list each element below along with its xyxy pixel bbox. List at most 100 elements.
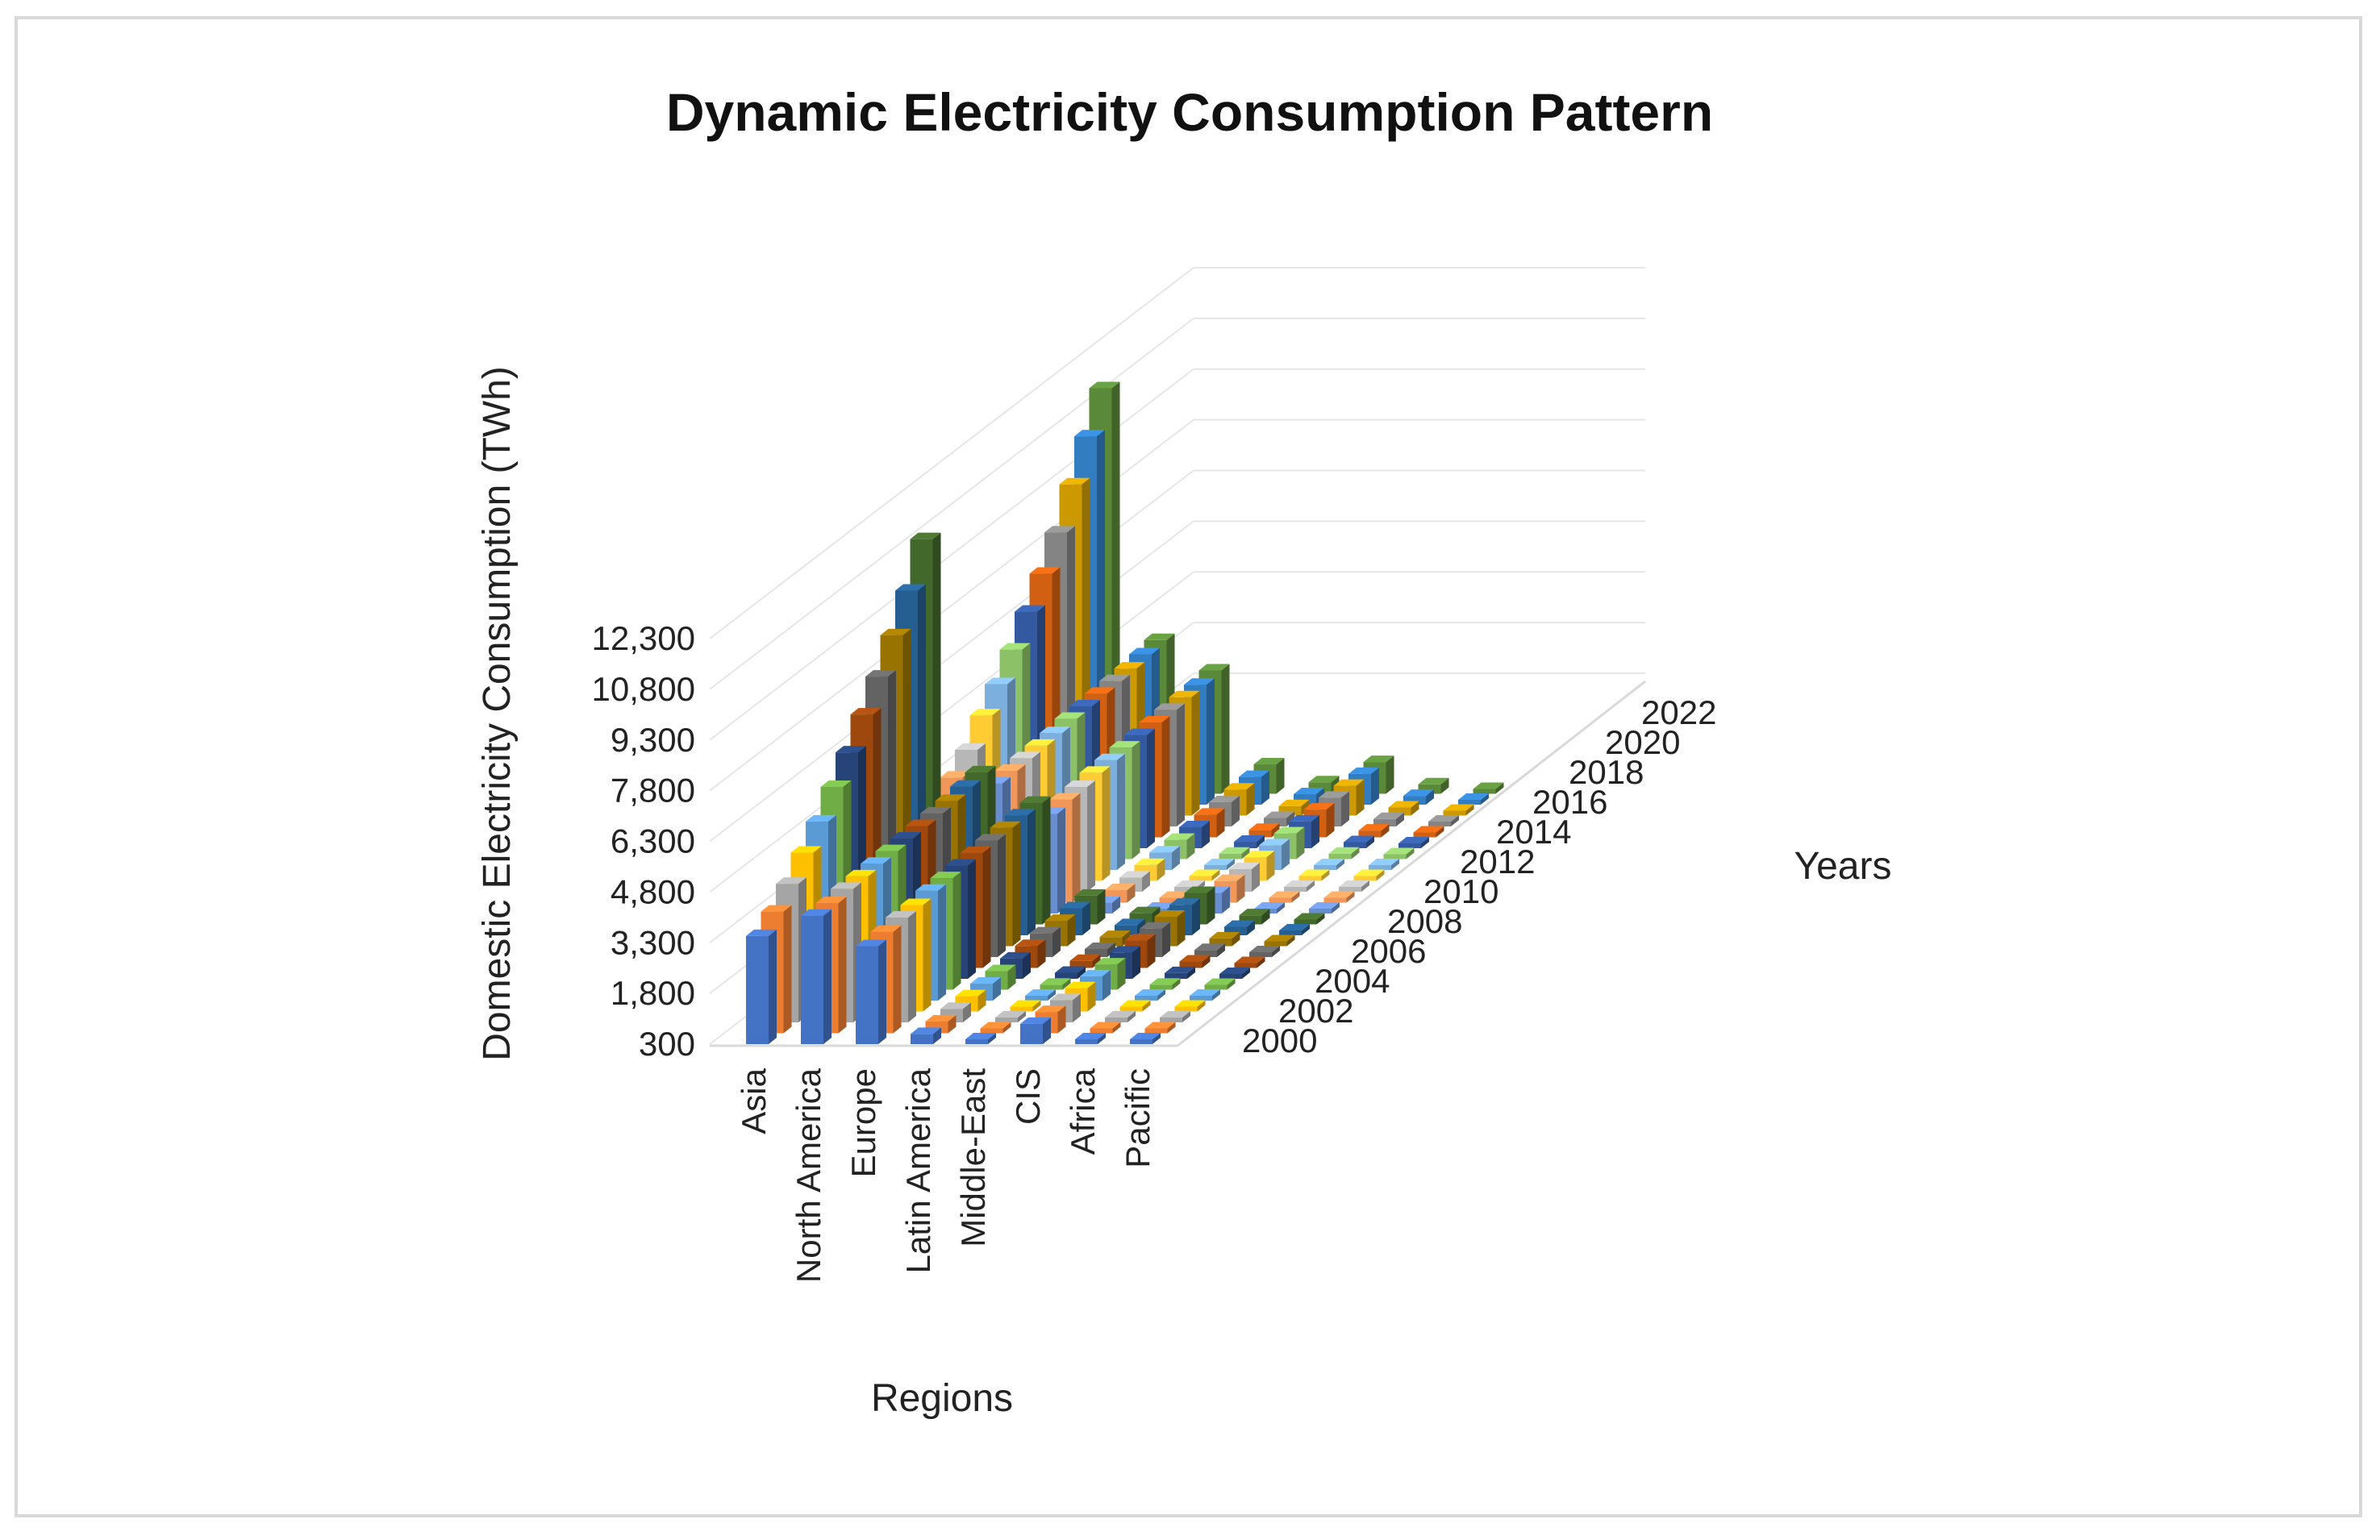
bar-side-face (1217, 943, 1225, 957)
bar-top-face (776, 877, 807, 884)
bar-side-face (1361, 880, 1369, 892)
bar-pacific-13 (1323, 891, 1355, 903)
bar-front-face (965, 1039, 988, 1044)
bar-top-face (1214, 874, 1245, 881)
bar-side-face (1346, 891, 1355, 903)
bar-top-face (1253, 758, 1285, 765)
bar-top-face (790, 846, 822, 853)
bar-front-face (1248, 830, 1272, 838)
bar-pacific-11 (1294, 913, 1325, 925)
bar-middle-east-2 (995, 1011, 1026, 1022)
bar-top-face (1239, 770, 1269, 777)
bar-side-face (1207, 886, 1215, 925)
bar-middle-east-0 (965, 1033, 996, 1044)
bar-top-face (1080, 969, 1111, 976)
bar-top-face (1234, 956, 1265, 964)
bar-front-face (1413, 832, 1436, 838)
bar-top-face (1069, 699, 1100, 706)
bar-top-face (1209, 931, 1240, 939)
bar-latin-america-0 (911, 1027, 941, 1044)
bar-side-face (1316, 788, 1324, 805)
bar-africa-16 (1314, 859, 1344, 870)
bar-top-face (1174, 880, 1205, 887)
bar-side-face (1127, 883, 1136, 903)
bar-top-face (1234, 835, 1265, 843)
bar-front-face (1418, 784, 1441, 794)
bar-front-face (1239, 915, 1262, 925)
bar-side-face (1271, 823, 1280, 838)
region-tick-label: Asia (735, 1068, 773, 1134)
bar-pacific-20 (1428, 815, 1459, 826)
bar-pacific-17 (1383, 847, 1415, 859)
floor-right-edge (1177, 680, 1646, 1047)
bar-front-face (1159, 897, 1182, 903)
bar-top-face (1019, 796, 1051, 803)
bar-front-face (1373, 818, 1396, 826)
bar-top-face (1373, 812, 1404, 819)
bar-top-face (1303, 803, 1335, 810)
bar-pacific-19 (1413, 826, 1444, 838)
bar-top-face (1134, 858, 1165, 865)
bar-top-face (1069, 954, 1101, 961)
bar-top-face (930, 872, 961, 879)
bar-top-face (1248, 823, 1280, 830)
bar-top-face (1079, 766, 1111, 773)
bar-top-face (1015, 605, 1045, 612)
bar-top-face (1140, 922, 1170, 929)
bar-middle-east-1 (980, 1022, 1011, 1034)
year-tick-label: 2020 (1605, 723, 1680, 761)
bar-top-face (1169, 898, 1200, 905)
bar-top-face (1198, 664, 1230, 671)
bar-top-face (806, 814, 836, 822)
bar-side-face (1257, 956, 1265, 968)
bar-top-face (1344, 835, 1374, 843)
bar-front-face (1298, 876, 1322, 881)
bar-middle-east-6 (1055, 966, 1086, 979)
bar-top-face (1259, 839, 1290, 846)
bar-top-face (950, 780, 981, 787)
bar-side-face (1371, 767, 1379, 805)
bar-top-face (1149, 846, 1180, 853)
bar-side-face (1261, 770, 1269, 805)
bar-top-face (801, 909, 832, 916)
bar-top-face (1114, 662, 1145, 669)
bar-top-face (820, 780, 852, 787)
bar-top-face (1473, 782, 1504, 789)
region-tick-label: Africa (1064, 1068, 1102, 1155)
bar-side-face (1302, 924, 1310, 935)
bar-africa-19 (1358, 824, 1390, 838)
bar-front-face (1398, 843, 1421, 848)
bar-top-face (856, 939, 886, 947)
bar-africa-22 (1403, 789, 1434, 805)
bar-side-face (1102, 766, 1111, 881)
bar-side-face (1127, 1011, 1136, 1022)
bar-side-face (1216, 808, 1225, 838)
bar-side-face (1087, 780, 1095, 892)
bar-top-face (1129, 647, 1160, 655)
bar-pacific-16 (1369, 859, 1399, 870)
bar-top-face (1284, 880, 1315, 887)
bar-side-face (1162, 922, 1170, 957)
bar-front-face (1105, 1018, 1127, 1022)
bar-top-face (1388, 801, 1419, 808)
bar-top-face (1294, 788, 1324, 795)
bar-side-face (1261, 909, 1270, 925)
y-tick-label: 10,800 (592, 670, 695, 708)
bar-top-face (1358, 824, 1390, 831)
bar-side-face (1321, 869, 1330, 881)
bar-side-face (1465, 804, 1474, 816)
bar-front-face (1165, 972, 1187, 979)
region-tick-label: North America (790, 1068, 827, 1283)
bar-side-face (1366, 835, 1374, 848)
region-tick-label: CIS (1009, 1068, 1047, 1125)
bar-side-face (1072, 793, 1081, 903)
year-tick-labels: 2000200220042006200820102012201420162018… (1242, 693, 1716, 1059)
bar-top-face (1075, 1033, 1106, 1039)
bar-top-face (1130, 1033, 1161, 1039)
bar-side-face (1137, 918, 1145, 935)
bar-africa-6 (1165, 966, 1195, 979)
bar-top-face (1044, 914, 1076, 922)
bar-side-face (968, 859, 976, 979)
bar-top-face (1094, 753, 1125, 760)
